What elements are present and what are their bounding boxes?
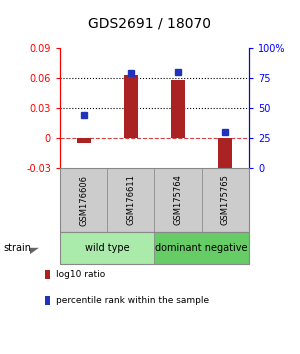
Bar: [76, 138, 91, 143]
Text: log10 ratio: log10 ratio: [56, 270, 106, 279]
Text: GDS2691 / 18070: GDS2691 / 18070: [88, 16, 212, 30]
Bar: [124, 75, 138, 138]
Text: GSM176611: GSM176611: [126, 175, 135, 225]
Bar: [171, 80, 185, 138]
Text: wild type: wild type: [85, 243, 130, 253]
Text: GSM176606: GSM176606: [79, 175, 88, 225]
Text: percentile rank within the sample: percentile rank within the sample: [56, 296, 209, 306]
Text: GSM175764: GSM175764: [174, 175, 183, 225]
Text: strain: strain: [3, 243, 31, 253]
Text: GSM175765: GSM175765: [221, 175, 230, 225]
Bar: [218, 138, 233, 170]
Text: dominant negative: dominant negative: [155, 243, 248, 253]
